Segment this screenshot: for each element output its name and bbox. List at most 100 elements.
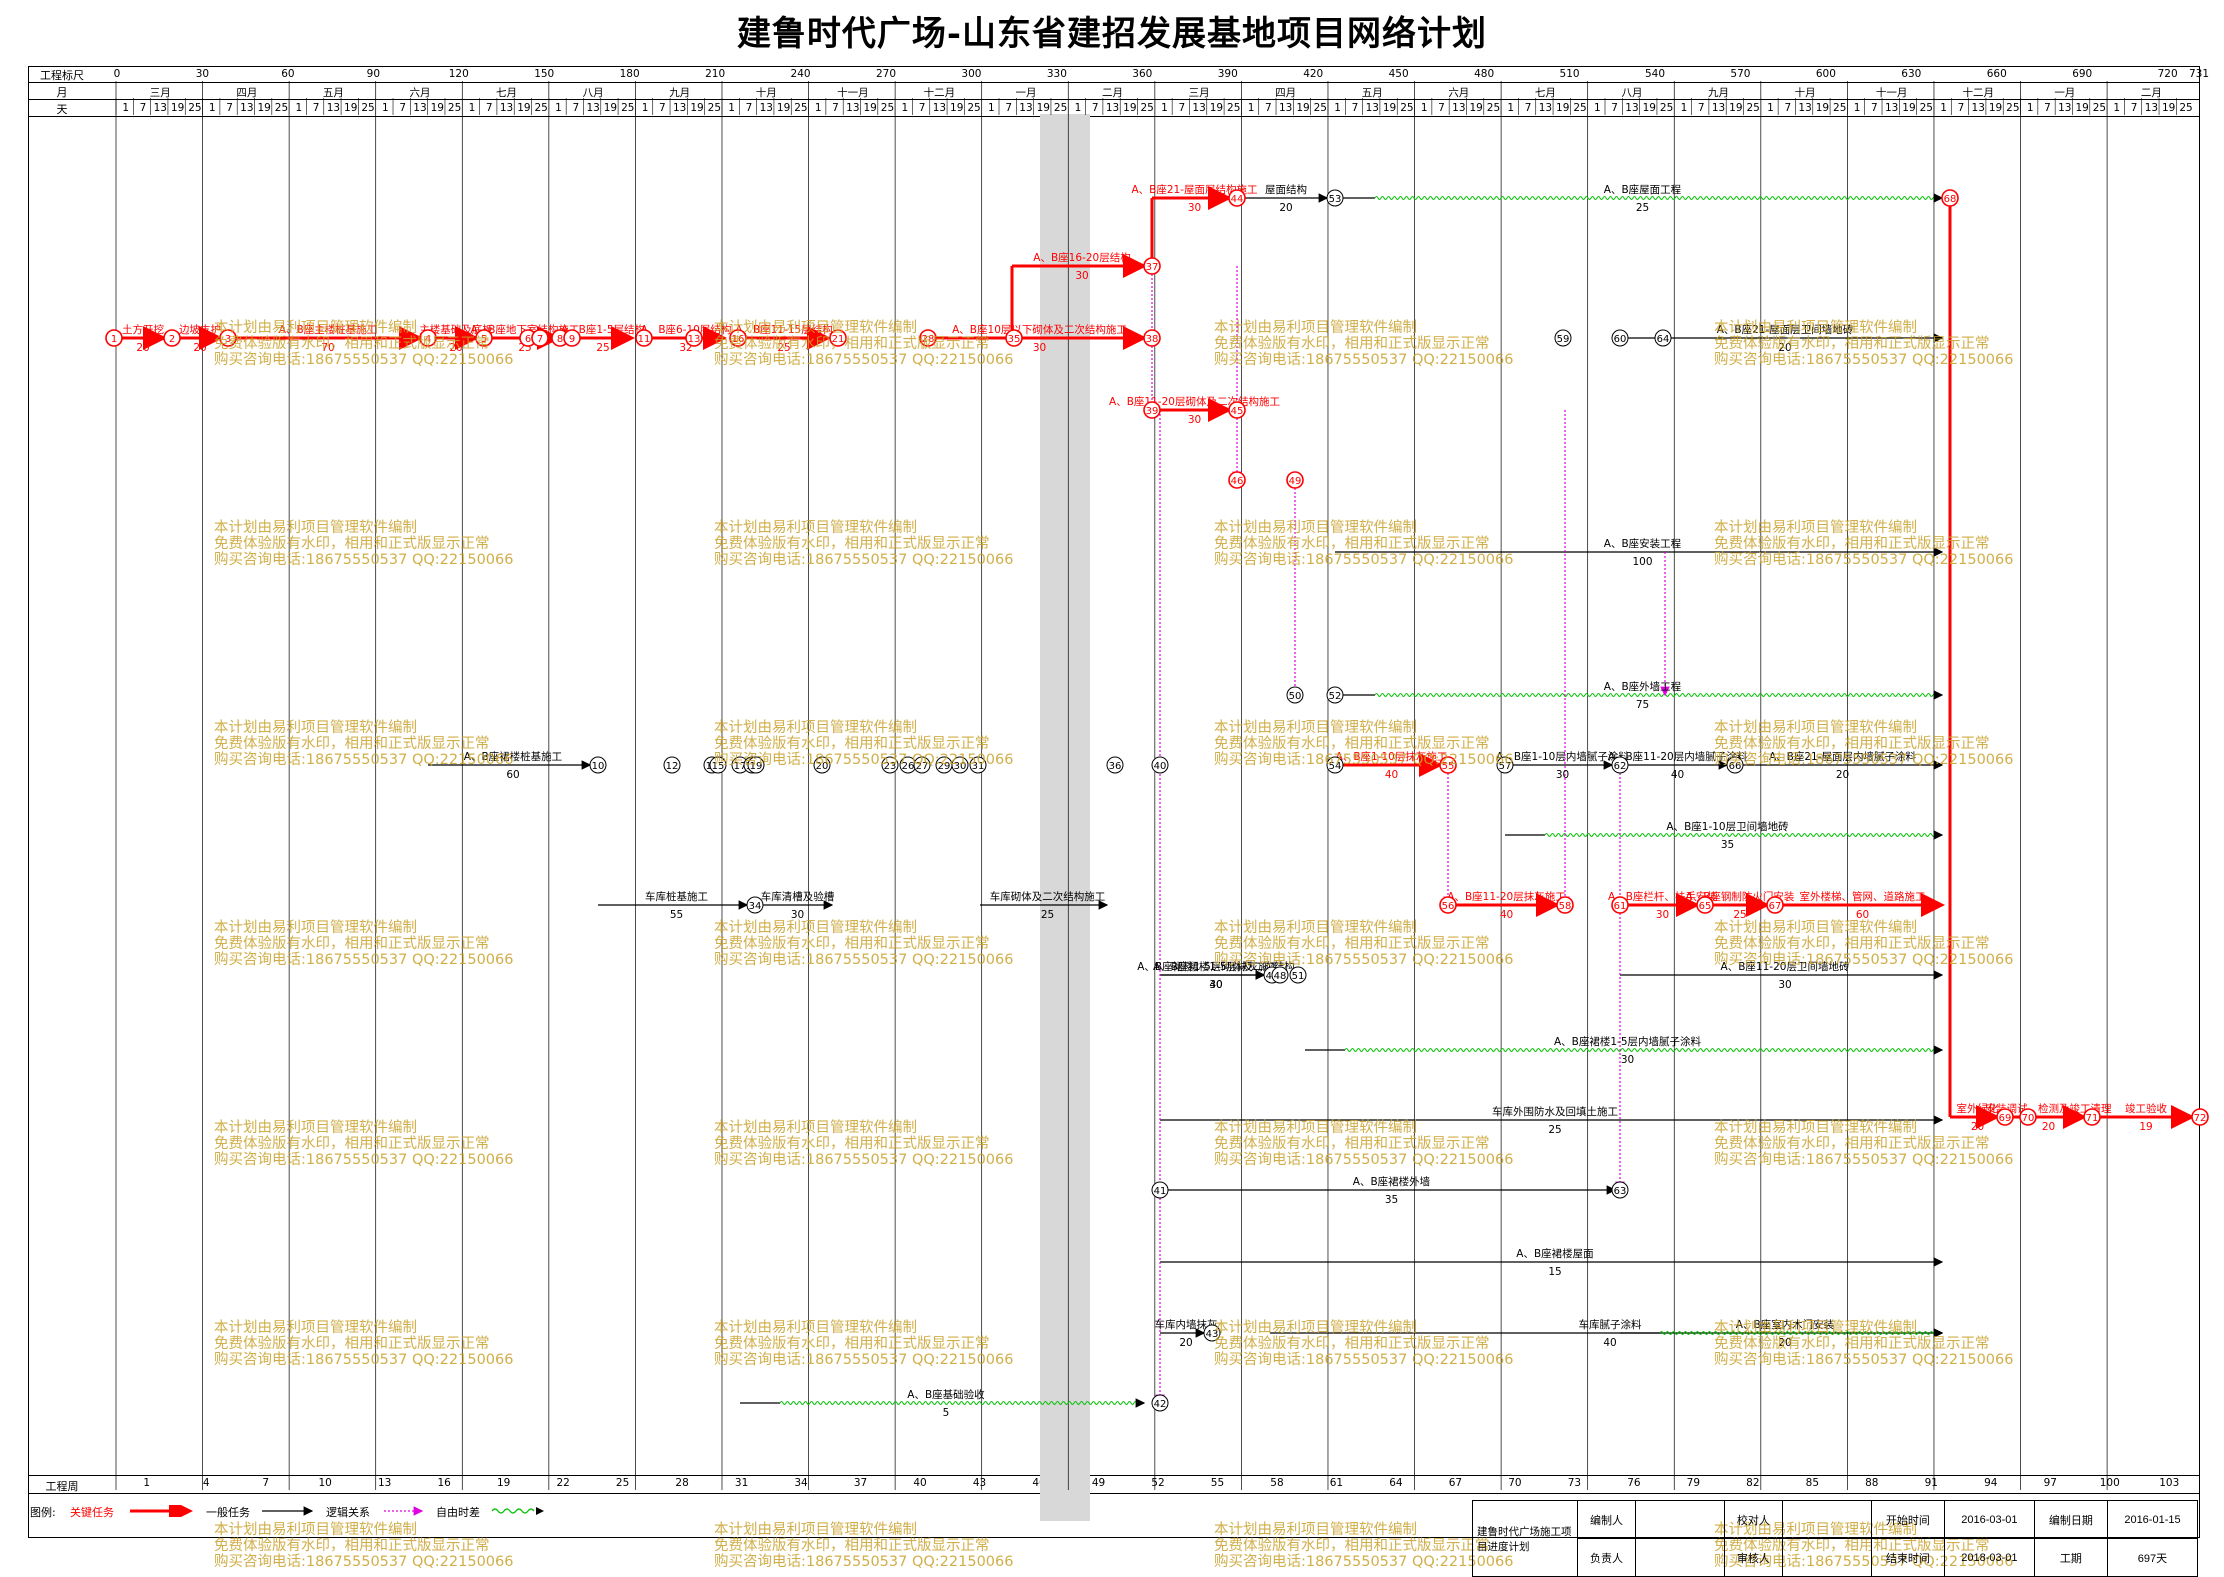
node-45[interactable]: 45 (1228, 401, 1246, 419)
node-69[interactable]: 69 (1996, 1108, 2014, 1126)
node-7[interactable]: 7 (531, 329, 549, 347)
day-cell: 13 (413, 102, 427, 114)
month-cell: 二月 (1102, 87, 1124, 99)
activity-label: A、B座11-15层结构 (735, 323, 832, 336)
node-2[interactable]: 2 (163, 329, 181, 347)
node-68[interactable]: 68 (1941, 189, 1959, 207)
node-35[interactable]: 35 (1005, 329, 1023, 347)
node-9[interactable]: 9 (563, 329, 581, 347)
node-66[interactable]: 66 (1726, 756, 1744, 774)
week-cell: 16 (437, 1477, 451, 1489)
watermark: 本计划由易利项目管理软件编制 免费体验版有水印，相用和正式版显示正常 购买咨询电话:… (714, 1120, 1014, 1168)
node-58[interactable]: 58 (1556, 896, 1574, 914)
node-5[interactable]: 5 (475, 329, 493, 347)
node-20[interactable]: 20 (813, 756, 831, 774)
scale-tick: 540 (1644, 68, 1666, 80)
node-19[interactable]: 19 (747, 756, 765, 774)
node-28[interactable]: 28 (919, 329, 937, 347)
month-cell: 八月 (582, 87, 604, 99)
month-cell: 六月 (409, 87, 431, 99)
day-cell: 19 (2162, 102, 2176, 114)
node-60[interactable]: 60 (1611, 329, 1629, 347)
node-38[interactable]: 38 (1143, 329, 1161, 347)
node-37[interactable]: 37 (1143, 257, 1161, 275)
node-63[interactable]: 63 (1611, 1181, 1629, 1199)
day-cell: 19 (1469, 102, 1483, 114)
node-71[interactable]: 71 (2083, 1108, 2101, 1126)
watermark-line: 免费体验版有水印，相用和正式版显示正常 (1714, 936, 1990, 952)
day-cell: 7 (1611, 102, 1618, 114)
node-16[interactable]: 16 (729, 329, 747, 347)
watermark-line: 免费体验版有水印，相用和正式版显示正常 (214, 536, 490, 552)
node-62[interactable]: 62 (1611, 756, 1629, 774)
day-cell: 7 (659, 102, 666, 114)
activity-label: A、B座16-20层结构 (1033, 251, 1130, 264)
scale-tick: 731 (2188, 68, 2210, 80)
node-70[interactable]: 70 (2019, 1108, 2037, 1126)
node-number: 72 (2194, 1113, 2207, 1124)
node-4[interactable]: 4 (419, 329, 437, 347)
node-52[interactable]: 52 (1326, 686, 1344, 704)
node-27[interactable]: 27 (913, 756, 931, 774)
node-12[interactable]: 12 (663, 756, 681, 774)
node-number: 11 (638, 334, 651, 345)
scale-tick: 720 (2157, 68, 2178, 80)
node-34[interactable]: 34 (746, 896, 764, 914)
node-54[interactable]: 54 (1326, 756, 1344, 774)
watermark: 本计划由易利项目管理软件编制 免费体验版有水印，相用和正式版显示正常 购买咨询电话:… (1214, 1120, 1514, 1168)
day-cell: 13 (1192, 102, 1206, 114)
node-3[interactable]: 3 (219, 329, 237, 347)
node-44[interactable]: 44 (1228, 189, 1246, 207)
node-1[interactable]: 1 (105, 329, 123, 347)
activity-duration: 75 (1636, 699, 1649, 711)
node-36[interactable]: 36 (1106, 756, 1124, 774)
node-50[interactable]: 50 (1286, 686, 1304, 704)
node-15[interactable]: 15 (709, 756, 727, 774)
node-65[interactable]: 65 (1696, 896, 1714, 914)
node-30[interactable]: 30 (951, 756, 969, 774)
node-23[interactable]: 23 (881, 756, 899, 774)
node-48[interactable]: 48 (1271, 966, 1289, 984)
node-56[interactable]: 56 (1439, 896, 1457, 914)
node-49[interactable]: 49 (1286, 471, 1304, 489)
node-number: 37 (1146, 262, 1159, 273)
day-cell: 7 (1091, 102, 1099, 114)
scale-tick: 510 (1559, 68, 1580, 80)
node-59[interactable]: 59 (1554, 329, 1572, 347)
node-41[interactable]: 41 (1151, 1181, 1169, 1199)
watermark-line: 免费体验版有水印，相用和正式版显示正常 (1714, 1336, 1990, 1352)
node-55[interactable]: 55 (1439, 756, 1457, 774)
watermark-line: 购买咨询电话:18675550537 QQ:22150066 (214, 1152, 514, 1168)
node-10[interactable]: 10 (589, 756, 607, 774)
node-number: 55 (1442, 761, 1455, 772)
activity-duration: 5 (943, 1407, 950, 1419)
node-57[interactable]: 57 (1496, 756, 1514, 774)
node-53[interactable]: 53 (1326, 189, 1344, 207)
node-39[interactable]: 39 (1143, 401, 1161, 419)
node-61[interactable]: 61 (1611, 896, 1629, 914)
node-46[interactable]: 46 (1228, 471, 1246, 489)
activity-label: 边坡支护 (179, 323, 221, 336)
scale-tick: 600 (1815, 68, 1836, 80)
day-cell: 7 (312, 102, 320, 114)
node-40[interactable]: 40 (1151, 756, 1169, 774)
node-42[interactable]: 42 (1151, 1394, 1169, 1412)
scale-tick: 210 (705, 68, 726, 80)
node-43[interactable]: 43 (1203, 1324, 1221, 1342)
day-cell: 7 (139, 102, 147, 114)
node-67[interactable]: 67 (1766, 896, 1784, 914)
scale-tick: 30 (195, 68, 210, 80)
activity-duration: 25 (596, 342, 609, 354)
node-13[interactable]: 13 (685, 329, 703, 347)
node-11[interactable]: 11 (635, 329, 653, 347)
node-31[interactable]: 31 (969, 756, 987, 774)
node-64[interactable]: 64 (1654, 329, 1672, 347)
node-21[interactable]: 21 (829, 329, 847, 347)
month-cell: 三月 (1188, 87, 1210, 99)
day-cell: 25 (447, 102, 462, 114)
node-51[interactable]: 51 (1289, 966, 1307, 984)
activity-duration: 20 (1279, 202, 1292, 214)
week-cell: 73 (1567, 1477, 1582, 1489)
node-72[interactable]: 72 (2191, 1108, 2209, 1126)
day-cell: 25 (1746, 102, 1760, 114)
